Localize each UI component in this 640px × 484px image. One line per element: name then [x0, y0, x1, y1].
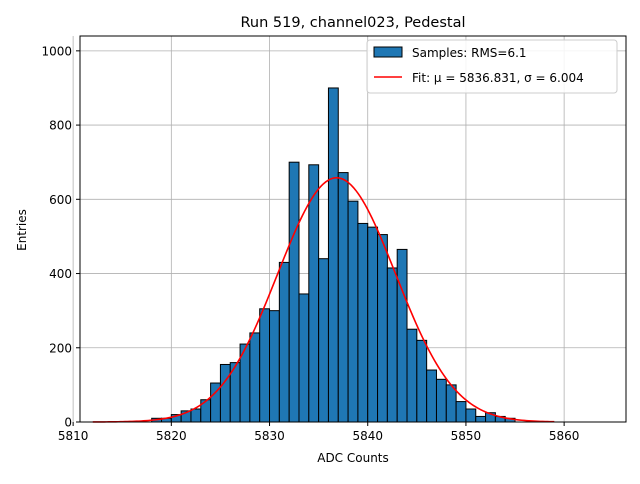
histogram-bar: [377, 234, 388, 423]
y-tick-label: 1000: [41, 44, 72, 58]
x-tick-label: 5830: [254, 429, 285, 443]
plot-frame: [79, 35, 627, 423]
legend-box: [366, 39, 618, 94]
histogram-bar: [327, 87, 339, 423]
histogram-bar: [455, 401, 467, 423]
histogram-bar: [318, 258, 329, 423]
grid-layer: [72, 36, 626, 423]
histogram-bar: [445, 384, 457, 423]
histogram-bar: [219, 363, 231, 423]
histogram-bar: [337, 172, 349, 423]
histogram-bar: [298, 293, 310, 423]
legend: Samples: RMS=6.1 Fit: μ = 5836.831, σ = …: [366, 39, 618, 94]
histogram-bars: [151, 87, 516, 423]
y-tick-label: 800: [49, 119, 72, 133]
histogram-bar: [357, 222, 369, 423]
x-axis-label: ADC Counts: [317, 451, 389, 465]
legend-label-fit: Fit: μ = 5836.831, σ = 6.004: [412, 71, 584, 85]
y-axis-label: Entries: [15, 209, 29, 251]
histogram-bar: [406, 328, 418, 423]
histogram-bar: [465, 408, 477, 423]
y-tick-label: 400: [49, 267, 72, 281]
y-tick-label: 200: [49, 341, 72, 355]
x-tick-label: 5860: [549, 429, 580, 443]
histogram-bar: [367, 226, 379, 423]
fit-curve: [92, 176, 555, 423]
histogram-bar: [259, 308, 271, 423]
histogram-bar: [288, 161, 300, 423]
histogram-bar: [269, 310, 280, 423]
x-tick-label: 5820: [156, 429, 187, 443]
histogram-bar: [475, 415, 487, 423]
histogram-bar: [308, 164, 320, 423]
histogram-bar: [426, 369, 437, 423]
legend-histogram-swatch: [373, 46, 403, 58]
histogram-bar: [347, 200, 359, 423]
chart-title: Run 519, channel023, Pedestal: [240, 15, 465, 31]
histogram-bar: [278, 261, 290, 423]
fit-curve-layer: [92, 176, 555, 423]
y-tick-label: 0: [64, 416, 72, 430]
x-tick-label: 5850: [451, 429, 482, 443]
histogram-bar: [190, 408, 202, 423]
x-tick-label: 5810: [58, 429, 89, 443]
histogram-bar: [435, 378, 447, 423]
histogram-bar: [416, 339, 428, 423]
histogram-bar: [396, 248, 408, 423]
histogram-bar: [249, 332, 261, 423]
axes-layer: 5810 5820 5830 5840 5850 5860 0 200 400 600 800 100…: [41, 35, 627, 443]
histogram-bar: [386, 267, 398, 423]
y-tick-label: 600: [49, 193, 72, 207]
legend-label-samples: Samples: RMS=6.1: [412, 46, 527, 60]
x-tick-label: 5840: [352, 429, 383, 443]
